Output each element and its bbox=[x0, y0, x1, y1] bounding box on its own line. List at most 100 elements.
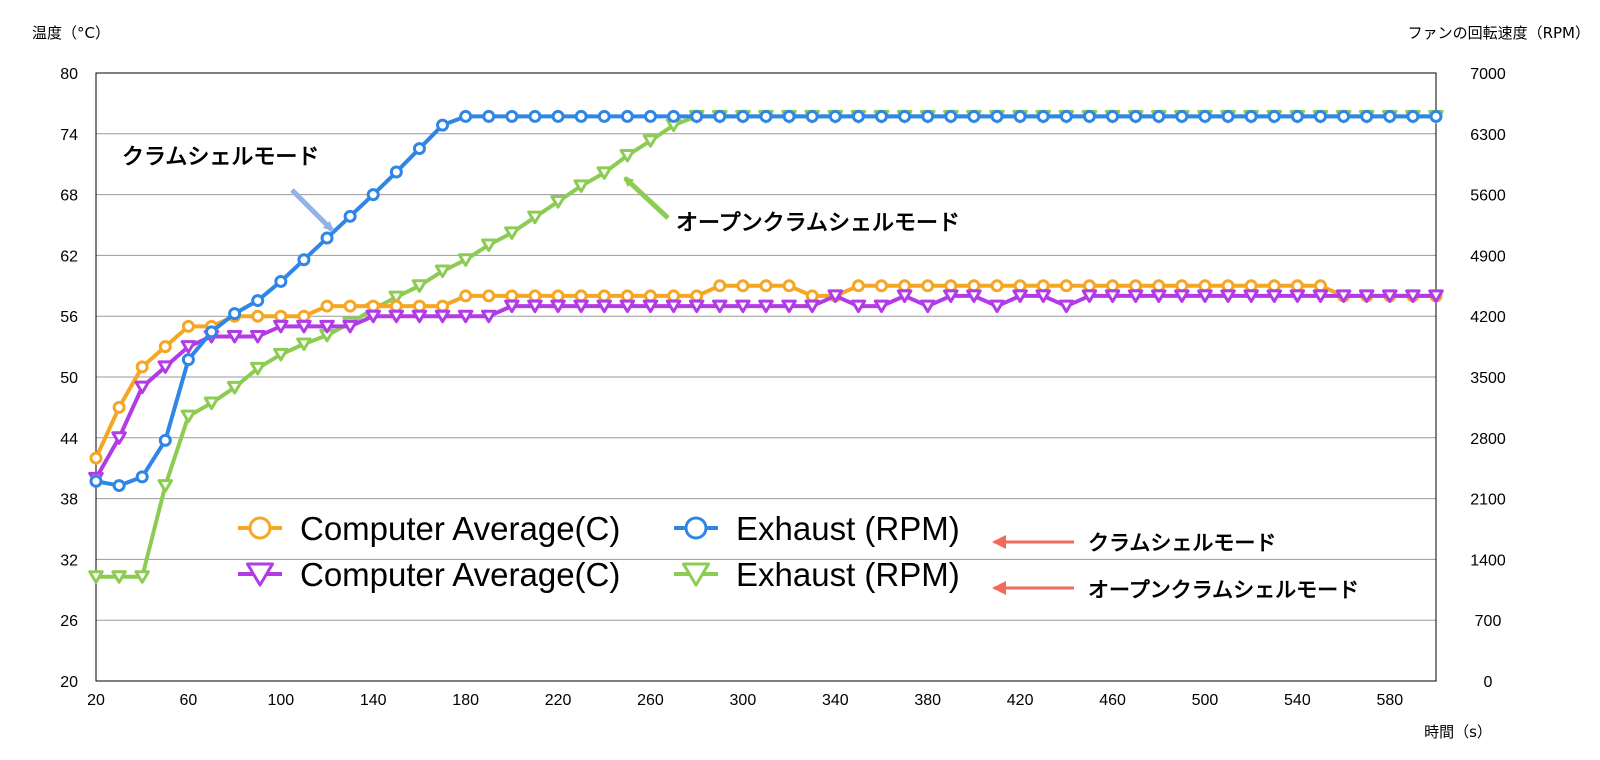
legend-marker bbox=[246, 562, 274, 587]
data-point bbox=[205, 325, 219, 339]
data-point bbox=[851, 109, 865, 123]
data-point bbox=[1013, 109, 1027, 123]
data-point bbox=[828, 109, 842, 123]
data-point bbox=[388, 309, 405, 324]
tick-labels: 20 26 32 38 44 50 56 62 68 74 80 0 700 1400 2100 2800 35… bbox=[60, 66, 1506, 709]
series-2 bbox=[89, 109, 1443, 493]
annotation-clamshell: クラムシェルモード bbox=[122, 145, 334, 232]
grid-lines bbox=[96, 133, 1436, 621]
data-point bbox=[1081, 289, 1098, 303]
data-point bbox=[158, 340, 172, 354]
data-point bbox=[597, 289, 611, 303]
data-point bbox=[180, 340, 197, 354]
data-point bbox=[966, 289, 982, 303]
y-right-tick-label: 2800 bbox=[1470, 431, 1506, 448]
y-right-tick-label: 700 bbox=[1475, 613, 1502, 630]
data-point bbox=[181, 319, 195, 333]
series-layer bbox=[88, 109, 1444, 584]
data-point bbox=[1244, 109, 1258, 123]
data-point bbox=[1383, 109, 1397, 123]
y-axis-right-title: ファンの回転速度（RPM） bbox=[1408, 24, 1590, 42]
data-point bbox=[274, 274, 288, 288]
data-point bbox=[827, 289, 844, 303]
data-point bbox=[297, 309, 311, 323]
data-point bbox=[457, 309, 474, 324]
x-tick-label: 100 bbox=[267, 692, 294, 709]
data-point bbox=[758, 299, 774, 314]
data-point bbox=[596, 299, 613, 314]
data-point bbox=[1428, 289, 1444, 303]
data-point bbox=[481, 309, 497, 324]
data-point bbox=[1312, 289, 1329, 303]
data-point bbox=[88, 570, 104, 584]
data-point bbox=[320, 231, 334, 245]
data-point bbox=[759, 109, 773, 123]
x-axis-title: 時間（s） bbox=[1424, 723, 1492, 741]
legend-entry: Exhaust (RPM) bbox=[674, 556, 960, 593]
annotation-legend-open-clamshell: オープンクラムシェルモード bbox=[992, 578, 1359, 602]
data-point bbox=[1197, 289, 1213, 303]
data-point bbox=[112, 400, 126, 414]
data-point bbox=[366, 188, 380, 202]
data-point bbox=[759, 279, 773, 293]
data-point bbox=[365, 309, 381, 324]
data-point bbox=[619, 299, 636, 314]
data-point bbox=[343, 209, 357, 223]
data-point bbox=[504, 299, 520, 314]
data-point bbox=[921, 279, 935, 293]
data-point bbox=[504, 226, 520, 240]
y-left-tick-label: 26 bbox=[60, 613, 78, 630]
x-tick-label: 460 bbox=[1099, 692, 1126, 709]
data-point bbox=[736, 109, 750, 123]
x-tick-label: 340 bbox=[822, 692, 849, 709]
data-point bbox=[642, 299, 659, 314]
data-point bbox=[782, 279, 796, 293]
data-point bbox=[1058, 299, 1075, 314]
data-point bbox=[135, 470, 149, 484]
data-point bbox=[1267, 109, 1281, 123]
legend-label: Computer Average(C) bbox=[300, 510, 620, 547]
data-point bbox=[505, 109, 519, 123]
data-point bbox=[573, 299, 589, 314]
data-point bbox=[944, 109, 958, 123]
data-point bbox=[1290, 109, 1304, 123]
data-point bbox=[249, 329, 266, 344]
data-point bbox=[527, 210, 543, 225]
data-point bbox=[642, 134, 659, 148]
y-right-tick-label: 6300 bbox=[1470, 127, 1506, 144]
legend-label: Computer Average(C) bbox=[300, 556, 620, 593]
data-point bbox=[457, 253, 474, 267]
y-right-tick-label: 5600 bbox=[1470, 188, 1506, 205]
data-point bbox=[1129, 279, 1143, 293]
data-point bbox=[297, 253, 311, 267]
data-point bbox=[1244, 279, 1258, 293]
annotation-legend-open-clamshell-label: オープンクラムシェルモード bbox=[1088, 578, 1359, 602]
data-point bbox=[1406, 109, 1420, 123]
data-point bbox=[111, 570, 127, 584]
data-point bbox=[134, 570, 150, 584]
y-right-tick-label: 2100 bbox=[1470, 492, 1506, 509]
data-point bbox=[251, 309, 265, 323]
data-point bbox=[1106, 109, 1120, 123]
data-point bbox=[873, 299, 890, 314]
data-point bbox=[505, 289, 519, 303]
data-point bbox=[1266, 289, 1283, 303]
data-point bbox=[1082, 109, 1096, 123]
data-point bbox=[805, 289, 819, 303]
data-point bbox=[158, 433, 172, 447]
annotation-legend-clamshell-label: クラムシェルモード bbox=[1088, 531, 1276, 555]
y-left-tick-label: 68 bbox=[60, 188, 78, 205]
data-point bbox=[412, 299, 426, 313]
data-point bbox=[1152, 109, 1166, 123]
x-tick-label: 220 bbox=[545, 692, 572, 709]
y-axis-left-title: 温度（°C） bbox=[32, 24, 110, 42]
data-point bbox=[1174, 289, 1190, 303]
data-point bbox=[343, 299, 357, 313]
y-left-tick-label: 74 bbox=[60, 127, 78, 144]
series-line bbox=[94, 293, 1436, 480]
data-point bbox=[1012, 289, 1028, 303]
data-point bbox=[620, 289, 634, 303]
data-point bbox=[967, 109, 981, 123]
data-point bbox=[273, 319, 289, 334]
